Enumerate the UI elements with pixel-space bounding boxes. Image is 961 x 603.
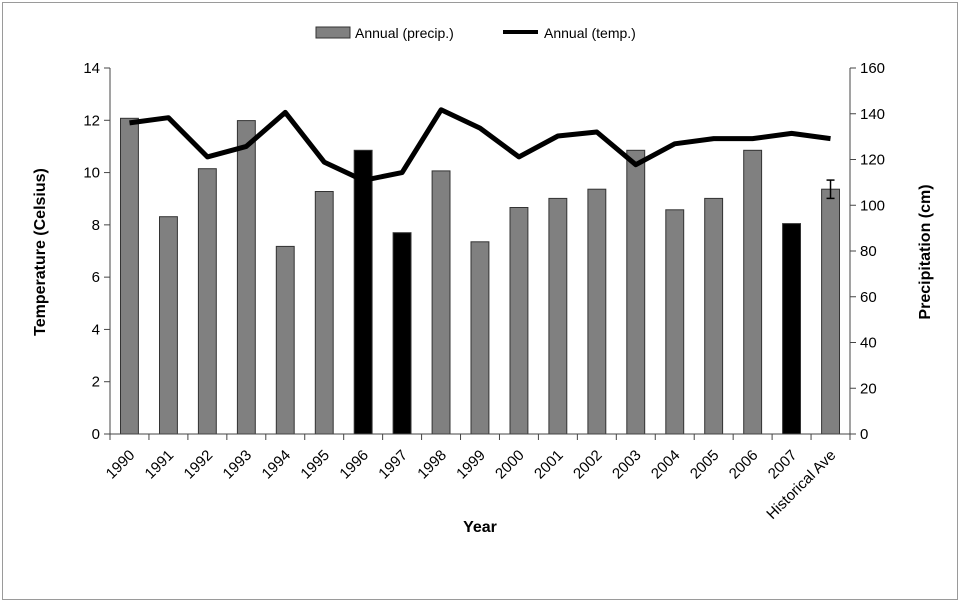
y-tick-label: 2 <box>92 374 100 391</box>
legend-swatch-precip <box>315 26 351 39</box>
bar-precip <box>665 209 685 435</box>
bar-precip <box>159 216 178 435</box>
x-tick-label: 2002 <box>570 447 606 483</box>
x-tick-label: Historical Ave <box>763 447 839 523</box>
x-tick-label: 2003 <box>609 447 645 483</box>
x-tick-label: 1990 <box>103 447 139 483</box>
x-tick-label: 1999 <box>453 447 489 483</box>
x-tick-label: 2005 <box>687 447 723 483</box>
x-tick-label: 1996 <box>336 447 372 483</box>
x-tick-label: 2007 <box>765 447 801 483</box>
y-axis-title: Temperature (Celsius) <box>32 168 49 336</box>
y-tick-label: 8 <box>92 217 100 234</box>
y2-tick-label: 80 <box>860 243 877 260</box>
y2-tick-label: 120 <box>860 152 885 169</box>
bar-precip <box>353 149 373 435</box>
x-tick-label: 2004 <box>648 447 684 483</box>
y2-tick-label: 40 <box>860 335 877 352</box>
bar-precip <box>743 149 763 435</box>
y2-tick-label: 0 <box>860 426 868 443</box>
bar-precip <box>314 191 334 435</box>
bar-precip <box>197 168 217 435</box>
y-tick-label: 14 <box>83 60 100 77</box>
y2-axis-title: Precipitation (cm) <box>917 184 934 319</box>
bar-precip <box>392 232 412 435</box>
x-tick-label: 1994 <box>259 447 295 483</box>
line-temp <box>129 107 831 183</box>
legend-label-temp: Annual (temp.) <box>544 25 636 41</box>
bar-precip <box>509 207 529 435</box>
legend-label-precip: Annual (precip.) <box>355 25 454 41</box>
x-tick-label: 2001 <box>531 447 567 483</box>
y-tick-label: 0 <box>92 426 100 443</box>
bar-precip <box>548 197 568 435</box>
x-tick-label: 2006 <box>726 447 762 483</box>
y2-tick-label: 20 <box>860 380 877 397</box>
y2-tick-label: 160 <box>860 60 885 77</box>
x-tick-label: 1997 <box>375 447 411 483</box>
y-tick-label: 6 <box>92 269 100 286</box>
bar-precip <box>626 149 646 435</box>
y-tick-label: 10 <box>83 165 100 182</box>
x-tick-label: 1991 <box>142 447 178 483</box>
bar-precip <box>704 197 724 435</box>
y-tick-label: 4 <box>92 321 100 338</box>
bar-precip <box>431 170 451 435</box>
bar-precip <box>236 120 256 435</box>
bar-precip <box>120 117 139 435</box>
bar-precip <box>782 223 801 435</box>
x-tick-label: 1995 <box>297 447 333 483</box>
y2-tick-label: 140 <box>860 106 885 123</box>
x-tick-label: 1993 <box>220 447 256 483</box>
y-tick-label: 12 <box>83 112 100 129</box>
bar-precip <box>470 241 490 435</box>
legend: Annual (precip.) Annual (temp.) <box>315 25 636 41</box>
bar-precip <box>821 188 840 435</box>
x-tick-label: 1998 <box>414 447 450 483</box>
x-tick-label: 1992 <box>181 447 217 483</box>
x-tick-label: 2000 <box>492 447 528 483</box>
bar-precip <box>587 188 607 435</box>
y2-tick-label: 100 <box>860 197 885 214</box>
bar-precip <box>275 245 295 435</box>
y2-tick-label: 60 <box>860 289 877 306</box>
x-axis-title: Year <box>463 519 497 536</box>
